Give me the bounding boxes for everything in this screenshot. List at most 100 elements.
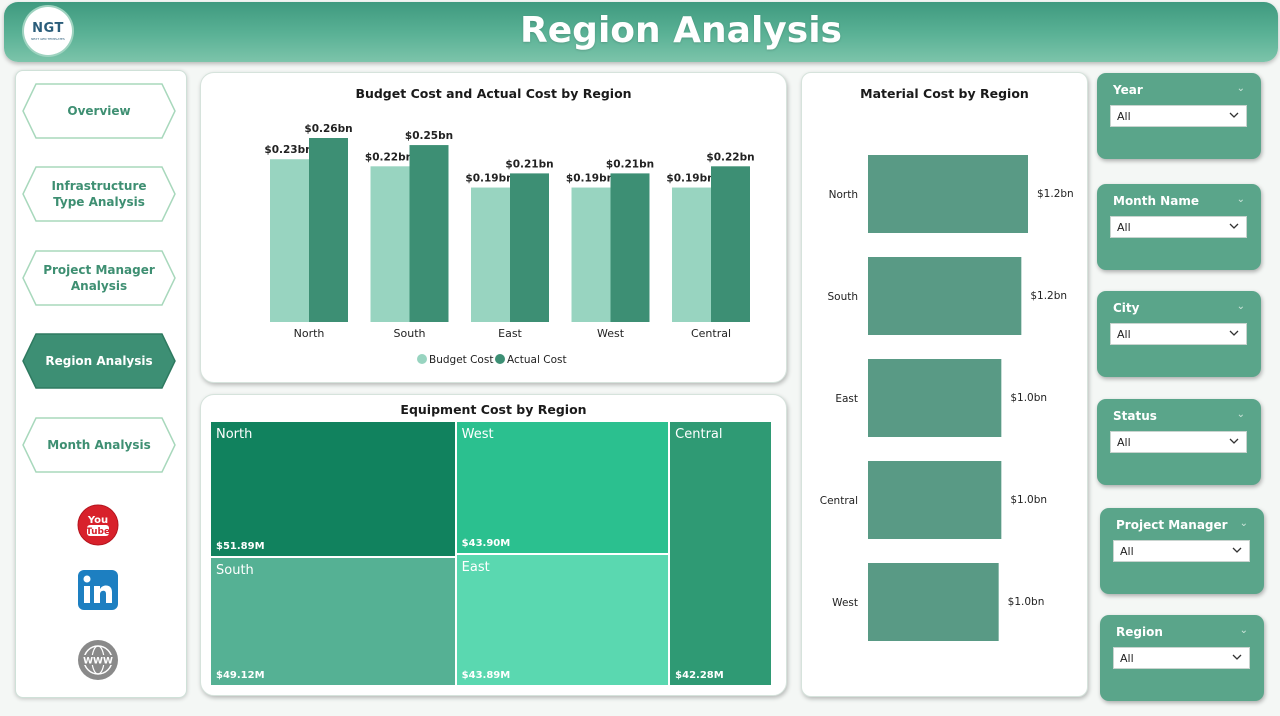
chevron-down-icon <box>1232 654 1242 660</box>
nav-infrastructure-type-label: Infrastructure Type Analysis <box>51 179 147 209</box>
filter-status: Status ⌄ All <box>1097 399 1261 485</box>
material-cost-chart-title: Material Cost by Region <box>860 86 1029 101</box>
month-name-dropdown-value: All <box>1117 221 1131 234</box>
city-dropdown[interactable]: All <box>1110 323 1247 345</box>
region-dropdown[interactable]: All <box>1113 647 1250 669</box>
treemap-cell-west: West $43.90M <box>456 422 669 553</box>
bar-actual-cost <box>409 145 449 322</box>
nav-region-analysis-button[interactable]: Region Analysis <box>22 333 176 389</box>
treemap-cell-value: $43.89M <box>461 669 511 681</box>
treemap-cell-name: East <box>461 559 490 575</box>
ngt-logo: NGT NEXT GEN TEMPLATES <box>24 7 72 55</box>
filter-status-label: Status <box>1113 409 1157 423</box>
chevron-down-icon[interactable]: ⌄ <box>1236 194 1245 205</box>
project-manager-dropdown[interactable]: All <box>1113 540 1250 562</box>
filter-city-label: City <box>1113 301 1140 315</box>
category-label: West <box>597 327 625 340</box>
material-bar <box>868 563 999 641</box>
data-label: $0.21bn <box>505 158 553 170</box>
chevron-down-icon <box>1229 438 1239 444</box>
bar-budget-cost <box>370 166 410 322</box>
filter-city: City ⌄ All <box>1097 291 1261 377</box>
category-label: West <box>832 597 858 609</box>
treemap-cell-central: Central $42.28M <box>670 422 771 685</box>
bar-actual-cost <box>510 173 549 322</box>
category-label: East <box>835 393 858 405</box>
nav-infrastructure-type-button[interactable]: Infrastructure Type Analysis <box>22 166 176 222</box>
bar-budget-cost <box>270 159 309 322</box>
data-label: $1.0bn <box>1010 494 1047 506</box>
equipment-treemap: North $51.89M South $49.12M West $43.90M East $… <box>211 422 773 687</box>
data-label: $1.2bn <box>1030 290 1067 302</box>
category-label: East <box>498 327 522 340</box>
nav-month-analysis-button[interactable]: Month Analysis <box>22 417 176 473</box>
equipment-treemap-card: Equipment Cost by Region North $51.89M Sou… <box>200 394 787 696</box>
nav-month-analysis-label: Month Analysis <box>47 438 151 452</box>
treemap-cell-name: North <box>216 427 253 442</box>
filter-region-label: Region <box>1116 625 1163 639</box>
bar-actual-cost <box>309 138 348 322</box>
filter-month-name-label: Month Name <box>1113 194 1199 208</box>
treemap-cell-value: $42.28M <box>675 670 724 681</box>
data-label: $0.19bn <box>566 173 614 185</box>
equipment-treemap-title: Equipment Cost by Region <box>400 402 587 417</box>
category-label: Central <box>820 495 858 507</box>
treemap-cell-name: South <box>216 563 254 579</box>
page-title: Region Analysis <box>520 10 842 51</box>
data-label: $1.0bn <box>1010 392 1047 404</box>
data-label: $1.2bn <box>1037 188 1074 200</box>
nav-region-analysis-label: Region Analysis <box>45 354 153 368</box>
legend-marker <box>417 354 427 364</box>
category-label: North <box>294 327 325 340</box>
bar-budget-cost <box>471 187 510 322</box>
bar-actual-cost <box>610 173 650 322</box>
project-manager-dropdown-value: All <box>1120 545 1134 558</box>
filter-project-manager-label: Project Manager <box>1116 518 1228 532</box>
budget-actual-chart-title: Budget Cost and Actual Cost by Region <box>355 86 632 101</box>
data-label: $0.19bn <box>465 173 513 185</box>
bar-actual-cost <box>711 166 750 322</box>
month-name-dropdown[interactable]: All <box>1110 216 1247 238</box>
material-bar <box>868 257 1022 335</box>
year-dropdown-value: All <box>1117 110 1131 123</box>
bar-budget-cost <box>672 187 711 322</box>
data-label: $0.22bn <box>365 151 413 163</box>
city-dropdown-value: All <box>1117 328 1131 341</box>
data-label: $0.25bn <box>405 130 453 142</box>
nav-button-shape <box>22 166 176 222</box>
data-label: $0.22bn <box>706 151 754 163</box>
data-label: $0.21bn <box>606 158 654 170</box>
treemap-cell-name: Central <box>675 427 723 442</box>
treemap-cell-name: West <box>461 427 494 442</box>
treemap-cell-value: $49.12M <box>216 669 265 681</box>
treemap-cell-north: North $51.89M <box>211 422 455 557</box>
category-label: South <box>394 327 426 340</box>
data-label: $0.26bn <box>304 123 352 135</box>
material-cost-chart-card: Material Cost by Region North $1.2bn South… <box>801 72 1088 697</box>
year-dropdown[interactable]: All <box>1110 105 1247 127</box>
nav-overview-button[interactable]: Overview <box>22 83 176 139</box>
material-cost-chart: North $1.2bn South $1.2bn East $1.0bn Central $… <box>820 155 1074 641</box>
youtube-icon[interactable]: You Tube <box>77 504 119 546</box>
treemap-cell-south: South $49.12M <box>211 558 455 685</box>
data-label: $0.19bn <box>666 173 714 185</box>
status-dropdown-value: All <box>1117 436 1131 449</box>
chevron-down-icon <box>1229 223 1239 229</box>
navigation-panel: Overview Infrastructure Type Analysis Pr… <box>15 70 187 698</box>
chevron-down-icon[interactable]: ⌄ <box>1239 518 1248 529</box>
data-label: $0.23bn <box>264 144 312 156</box>
chevron-down-icon[interactable]: ⌄ <box>1236 301 1245 312</box>
status-dropdown[interactable]: All <box>1110 431 1247 453</box>
www-icon[interactable]: WWW <box>77 639 119 681</box>
chevron-down-icon[interactable]: ⌄ <box>1236 409 1245 420</box>
nav-button-shape <box>22 417 176 473</box>
treemap-cell-east: East $43.89M <box>456 554 669 685</box>
chevron-down-icon[interactable]: ⌄ <box>1239 625 1248 636</box>
chevron-down-icon[interactable]: ⌄ <box>1236 83 1245 94</box>
budget-actual-chart-card: Budget Cost and Actual Cost by Region $0… <box>200 72 787 383</box>
nav-button-shape-active <box>22 333 176 389</box>
category-label: South <box>827 291 858 303</box>
nav-button-shape <box>22 250 176 306</box>
linkedin-icon[interactable] <box>77 569 119 611</box>
nav-project-manager-button[interactable]: Project Manager Analysis <box>22 250 176 306</box>
